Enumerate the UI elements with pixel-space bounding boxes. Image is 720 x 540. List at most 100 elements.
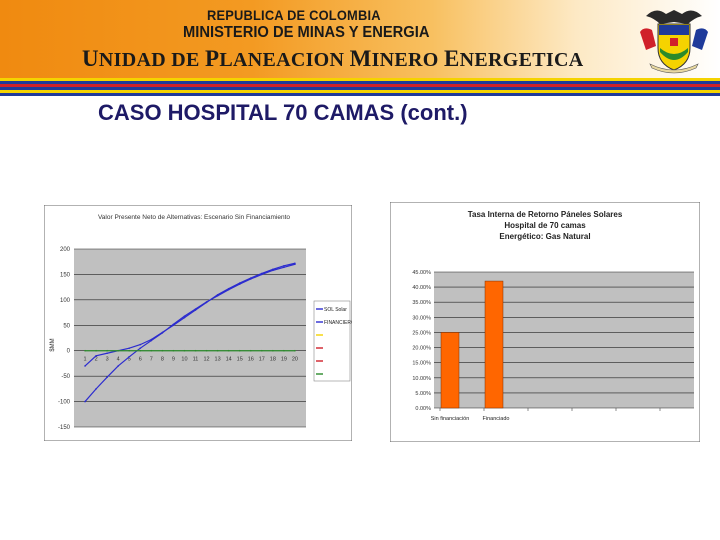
bar-chart-title-line: Energético: Gas Natural xyxy=(499,232,590,241)
x-tick-label: 2 xyxy=(95,357,98,363)
slide-title: CASO HOSPITAL 70 CAMAS (cont.) xyxy=(98,100,468,125)
x-tick-label: 19 xyxy=(281,357,287,363)
y-tick-label: 45.00% xyxy=(412,270,431,276)
y-tick-label: 40.00% xyxy=(412,285,431,291)
plot-area xyxy=(434,272,694,408)
irr-bar-chart-svg: Tasa Interna de Retorno Páneles Solares H… xyxy=(389,201,701,443)
plot-area xyxy=(74,249,306,427)
data-point xyxy=(183,349,186,352)
data-point xyxy=(117,349,119,352)
data-point xyxy=(161,332,164,334)
x-category-label: Financiado xyxy=(483,416,510,422)
data-point xyxy=(106,349,108,352)
data-point xyxy=(205,349,208,352)
x-tick-label: 15 xyxy=(237,357,243,363)
data-point xyxy=(128,347,131,349)
header-unit-part: E xyxy=(443,46,460,71)
header-unit-part: INERO xyxy=(371,49,444,71)
header-unit-part: NERGETICA xyxy=(459,49,584,71)
header-unit-part: U xyxy=(82,46,99,71)
data-point xyxy=(95,349,97,352)
x-tick-label: 13 xyxy=(215,357,221,363)
header-republic: REPUBLICA DE COLOMBIA xyxy=(207,7,381,23)
bar-sin-financiacion xyxy=(440,332,460,409)
x-tick-label: 5 xyxy=(128,357,131,363)
data-point xyxy=(84,400,86,403)
data-point xyxy=(161,349,164,352)
data-point xyxy=(95,355,97,357)
x-tick-label: 18 xyxy=(270,357,276,363)
data-point xyxy=(283,264,285,267)
x-tick-label: 11 xyxy=(193,357,199,363)
line-chart-title: Valor Presente Neto de Alternativas: Esc… xyxy=(98,214,290,221)
x-tick-label: 17 xyxy=(259,357,265,363)
header-banner: REPUBLICA DE COLOMBIA MINISTERIO DE MINA… xyxy=(0,0,720,78)
data-point xyxy=(283,349,285,352)
data-point xyxy=(283,266,285,269)
y-tick-label: 200 xyxy=(60,247,71,253)
data-point xyxy=(249,278,252,280)
data-point xyxy=(106,352,108,355)
y-tick-label: 30.00% xyxy=(412,315,431,321)
legend-box xyxy=(313,300,351,382)
series-line-convencional xyxy=(84,263,296,402)
y-tick-label: 15.00% xyxy=(412,361,431,367)
header-unit: UNIDAD DE PLANEACION MINERO ENERGETICA xyxy=(82,46,583,72)
x-tick-label: 1 xyxy=(84,357,87,363)
data-point xyxy=(150,339,153,342)
data-point xyxy=(261,349,263,352)
data-point xyxy=(205,301,208,303)
x-tick-label: 12 xyxy=(204,357,210,363)
x-tick-label: 14 xyxy=(226,357,232,363)
data-point xyxy=(183,315,186,317)
data-point xyxy=(216,294,219,297)
data-point xyxy=(139,343,142,346)
y-tick-label: -50 xyxy=(61,374,70,380)
npv-line-chart: Valor Presente Neto de Alternativas: Esc… xyxy=(43,204,355,442)
data-point xyxy=(106,376,108,378)
x-tick-label: 4 xyxy=(117,357,120,363)
header-unit-part: NIDAD DE xyxy=(98,49,205,71)
y-tick-label: 100 xyxy=(60,298,71,304)
y-tick-label: -100 xyxy=(58,400,71,406)
data-point xyxy=(294,263,296,266)
y-tick-label: 0.00% xyxy=(415,406,431,412)
y-tick-label: 0 xyxy=(67,349,71,355)
data-point xyxy=(139,349,142,352)
data-point xyxy=(117,365,119,367)
data-point xyxy=(227,349,230,352)
data-point xyxy=(139,347,142,349)
data-point xyxy=(128,356,131,358)
x-tick-label: 6 xyxy=(139,357,142,363)
header-ministry: MINISTERIO DE MINAS Y ENERGIA xyxy=(183,24,430,41)
data-point xyxy=(84,365,86,367)
bar-chart-title-line: Tasa Interna de Retorno Páneles Solares xyxy=(468,210,623,219)
y-tick-label: 35.00% xyxy=(412,300,431,306)
y-tick-label: 20.00% xyxy=(412,346,431,352)
data-point xyxy=(272,349,274,352)
x-tick-label: 10 xyxy=(181,357,187,363)
data-point xyxy=(272,269,274,272)
y-tick-label: 25.00% xyxy=(412,330,431,336)
y-axis-label: $MM xyxy=(50,338,56,351)
header-unit-part: M xyxy=(349,46,372,71)
npv-line-chart-svg: Valor Presente Neto de Alternativas: Esc… xyxy=(43,204,355,442)
data-point xyxy=(261,273,263,276)
data-point xyxy=(249,349,252,352)
data-point xyxy=(172,349,175,352)
x-tick-label: 9 xyxy=(172,357,175,363)
legend-label: SOL Solar xyxy=(324,307,347,313)
flag-stripes xyxy=(0,78,720,96)
bar-chart-title-line: Hospital de 70 camas xyxy=(504,221,586,230)
header-unit-part: LANEACION xyxy=(219,49,350,71)
data-point xyxy=(128,349,131,352)
data-point xyxy=(227,288,230,291)
data-point xyxy=(238,349,241,352)
data-point xyxy=(194,349,197,352)
y-tick-label: -150 xyxy=(58,425,71,431)
x-tick-label: 20 xyxy=(292,357,298,363)
x-tick-label: 3 xyxy=(106,357,109,363)
y-tick-label: 5.00% xyxy=(415,391,431,397)
data-point xyxy=(238,283,241,285)
x-category-label: Sin financiación xyxy=(431,416,470,422)
